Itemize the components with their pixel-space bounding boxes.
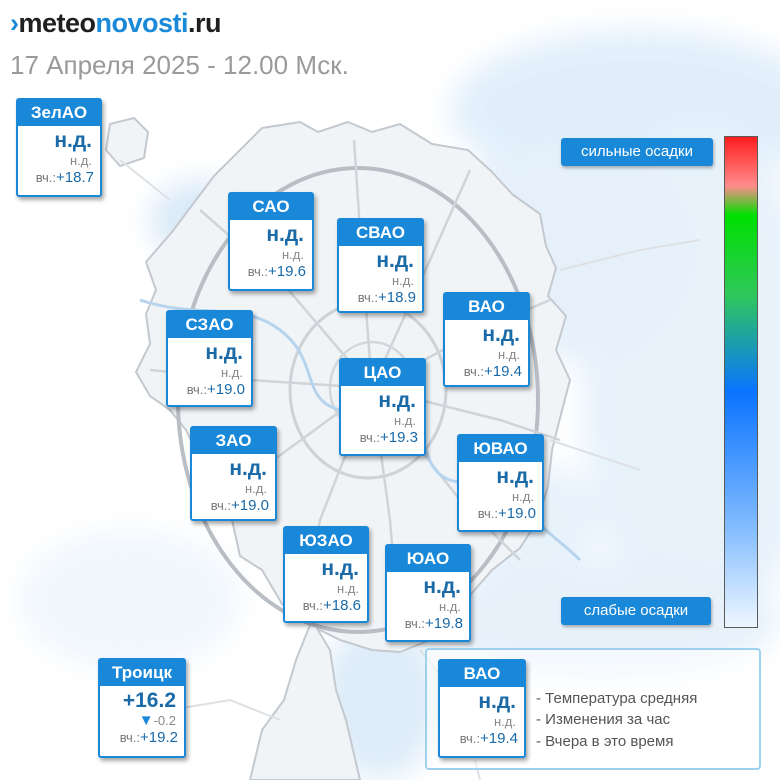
- district-change: н.д.: [394, 413, 416, 428]
- yesterday-value: +19.6: [268, 263, 306, 280]
- district-name: СВАО: [339, 220, 422, 246]
- district-yesterday: вч.:+19.3: [341, 428, 424, 448]
- yesterday-value: +18.7: [56, 169, 94, 186]
- yesterday-label: вч.:: [477, 506, 499, 521]
- yesterday-label: вч.:: [459, 731, 481, 746]
- legend-item-yesterday: - Вчера в это время: [536, 733, 674, 750]
- district-name: ЗАО: [192, 428, 275, 454]
- site-logo[interactable]: ›meteonovosti.ru: [10, 8, 222, 39]
- forecast-date: 17 Апреля 2025 - 12.00 Мск.: [10, 50, 349, 80]
- district-temp: н.д.: [205, 341, 243, 364]
- district-name: САО: [230, 194, 312, 220]
- yesterday-value: +18.9: [378, 289, 416, 306]
- district-yesterday: вч.:+19.2: [100, 728, 184, 748]
- arrow-down-icon: ▼: [138, 712, 154, 729]
- district-change: н.д.: [245, 481, 267, 496]
- district-temp: н.д.: [229, 457, 267, 480]
- district-card-yuao[interactable]: ЮАО н.д. н.д. вч.:+19.8: [385, 544, 471, 642]
- district-name: Троицк: [100, 660, 184, 686]
- logo-part-ru: .ru: [188, 8, 222, 38]
- district-yesterday: вч.:+18.9: [339, 288, 422, 308]
- district-change: н.д.: [337, 581, 359, 596]
- district-name: ЦАО: [341, 360, 424, 386]
- logo-part-meteo: meteo: [18, 8, 97, 38]
- district-yesterday: вч.:+19.6: [230, 262, 312, 282]
- district-yesterday: вч.:+19.0: [192, 496, 275, 516]
- district-change: н.д.: [498, 347, 520, 362]
- district-temp: н.д.: [496, 465, 534, 488]
- legend-item-hourly-change: - Изменения за час: [536, 711, 671, 728]
- district-card-yuvao[interactable]: ЮВАО н.д. н.д. вч.:+19.0: [457, 434, 544, 532]
- district-name: СЗАО: [168, 312, 251, 338]
- yesterday-value: +18.6: [323, 597, 361, 614]
- district-temp: н.д.: [266, 223, 304, 246]
- district-temp: н.д.: [423, 575, 461, 598]
- strong-precip-label: сильные осадки: [561, 138, 713, 166]
- district-temp: н.д.: [482, 323, 520, 346]
- yesterday-value: +19.4: [480, 730, 518, 747]
- district-name: ЗелАО: [18, 100, 100, 126]
- district-yesterday: вч.:+19.0: [168, 380, 251, 400]
- yesterday-value: +19.8: [425, 615, 463, 632]
- legend-item-temperature: - Температура средняя: [536, 690, 698, 707]
- yesterday-label: вч.:: [359, 430, 381, 445]
- district-card-yuzao[interactable]: ЮЗАО н.д. н.д. вч.:+18.6: [283, 526, 369, 623]
- logo-mark: ›: [10, 8, 19, 38]
- district-temp: н.д.: [378, 389, 416, 412]
- district-yesterday: вч.:+18.7: [18, 168, 100, 188]
- district-yesterday: вч.:+18.6: [285, 596, 367, 616]
- district-temp: н.д.: [54, 129, 92, 152]
- yesterday-value: +19.0: [231, 497, 269, 514]
- district-change: ▼-0.2: [100, 713, 184, 728]
- district-name: ЮАО: [387, 546, 469, 572]
- yesterday-label: вч.:: [404, 616, 426, 631]
- district-change: н.д.: [221, 365, 243, 380]
- district-card-vao[interactable]: ВАО н.д. н.д. вч.:+19.4: [443, 292, 530, 387]
- logo-part-novosti: novosti: [95, 8, 189, 38]
- yesterday-value: +19.0: [498, 505, 536, 522]
- yesterday-label: вч.:: [247, 264, 269, 279]
- yesterday-label: вч.:: [186, 382, 208, 397]
- yesterday-value: +19.3: [380, 429, 418, 446]
- district-name: ВАО: [445, 294, 528, 320]
- yesterday-label: вч.:: [35, 170, 57, 185]
- district-name: ЮВАО: [459, 436, 542, 462]
- yesterday-label: вч.:: [463, 364, 485, 379]
- change-value: -0.2: [153, 713, 176, 728]
- yesterday-label: вч.:: [357, 290, 379, 305]
- district-change: н.д.: [282, 247, 304, 262]
- district-card-cao[interactable]: ЦАО н.д. н.д. вч.:+19.3: [339, 358, 426, 456]
- district-card-zelao[interactable]: ЗелАО н.д. н.д. вч.:+18.7: [16, 98, 102, 197]
- district-card-troitsk[interactable]: Троицк +16.2 ▼-0.2 вч.:+19.2: [98, 658, 186, 758]
- legend-sample-card: ВАО н.д. н.д. вч.:+19.4: [438, 659, 526, 758]
- yesterday-label: вч.:: [210, 498, 232, 513]
- yesterday-value: +19.4: [484, 363, 522, 380]
- district-card-svao[interactable]: СВАО н.д. н.д. вч.:+18.9: [337, 218, 424, 313]
- district-yesterday: вч.:+19.4: [440, 729, 524, 749]
- district-temp: н.д.: [321, 557, 359, 580]
- district-change: н.д.: [439, 599, 461, 614]
- district-change: н.д.: [392, 273, 414, 288]
- yesterday-label: вч.:: [302, 598, 324, 613]
- district-change: н.д.: [494, 714, 516, 729]
- district-yesterday: вч.:+19.8: [387, 614, 469, 634]
- yesterday-value: +19.0: [207, 381, 245, 398]
- district-name: ЮЗАО: [285, 528, 367, 554]
- district-card-sao[interactable]: САО н.д. н.д. вч.:+19.6: [228, 192, 314, 291]
- district-change: н.д.: [512, 489, 534, 504]
- precip-color-scale: [724, 136, 758, 628]
- district-yesterday: вч.:+19.4: [445, 362, 528, 382]
- yesterday-label: вч.:: [119, 730, 141, 745]
- district-yesterday: вч.:+19.0: [459, 504, 542, 524]
- district-temp: +16.2: [122, 689, 176, 712]
- district-name: ВАО: [440, 661, 524, 687]
- weak-precip-label: слабые осадки: [561, 597, 711, 625]
- district-temp: н.д.: [376, 249, 414, 272]
- district-card-zao[interactable]: ЗАО н.д. н.д. вч.:+19.0: [190, 426, 277, 521]
- district-change: н.д.: [70, 153, 92, 168]
- district-temp: н.д.: [478, 690, 516, 713]
- district-card-szao[interactable]: СЗАО н.д. н.д. вч.:+19.0: [166, 310, 253, 407]
- yesterday-value: +19.2: [140, 729, 178, 746]
